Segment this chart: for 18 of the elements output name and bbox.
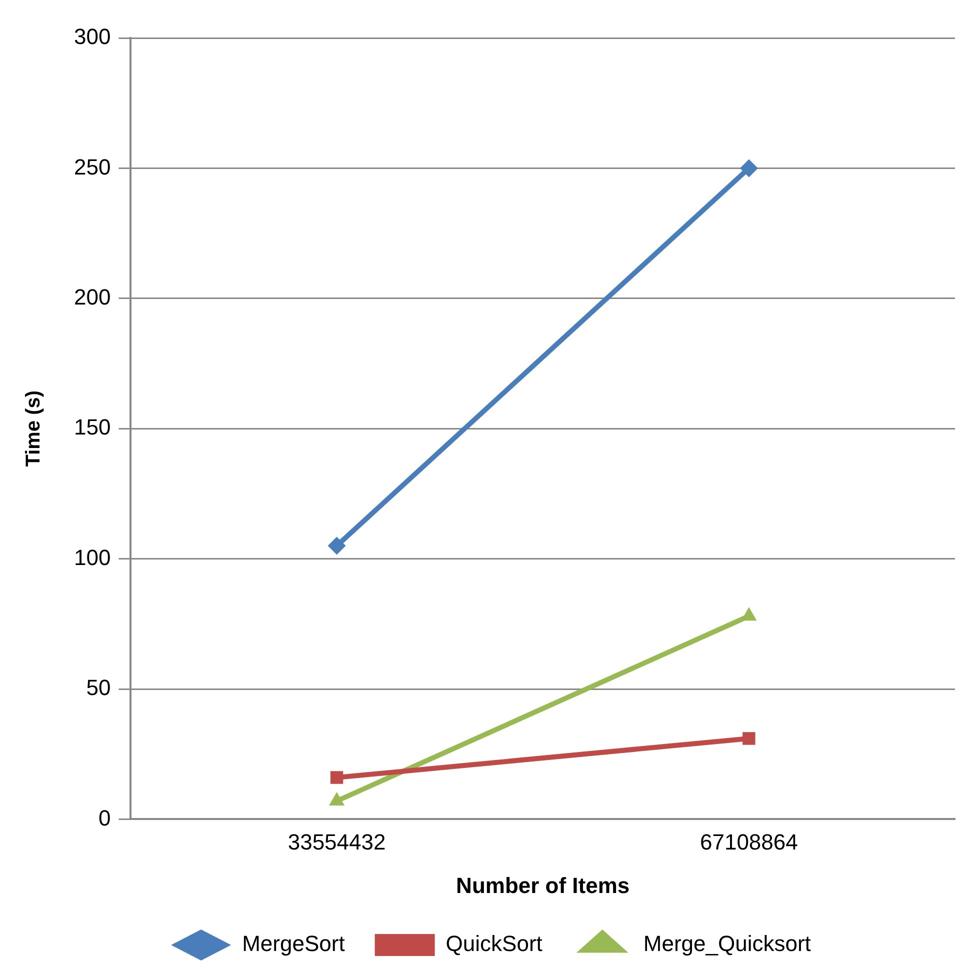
point	[328, 536, 346, 555]
y-tick-label: 100	[74, 544, 111, 570]
point	[740, 159, 758, 178]
x-tick-label: 67108864	[700, 829, 798, 854]
y-tick-label: 250	[74, 154, 111, 180]
y-tick-label: 50	[86, 675, 111, 700]
y-tick-label: 150	[74, 414, 111, 440]
y-axis-title: Time (s)	[22, 390, 45, 467]
x-axis-title: Number of Items	[456, 872, 630, 898]
y-tick-label: 200	[74, 284, 111, 310]
x-tick-label: 33554432	[288, 829, 386, 854]
point	[330, 771, 344, 784]
legend-label: MergeSort	[242, 931, 345, 956]
y-tick-label: 300	[74, 24, 111, 50]
legend-label: Merge_Quicksort	[643, 931, 811, 956]
point	[742, 732, 756, 745]
legend-label: QuickSort	[446, 931, 542, 956]
y-tick-label: 0	[98, 805, 111, 830]
